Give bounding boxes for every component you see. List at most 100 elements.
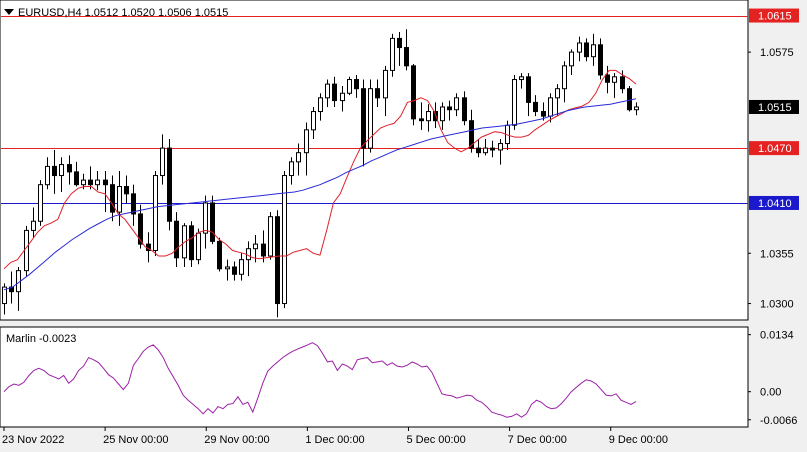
bull-candle-body [498, 143, 503, 151]
bull-candle-body [591, 44, 596, 58]
bull-candle-body [347, 79, 352, 94]
indicator-axis: 0.0134 0.00 -0.0066 [748, 330, 797, 427]
bear-candle-body [620, 76, 625, 90]
time-tick-label: 7 Dec 00:00 [508, 434, 567, 446]
bear-candle-body [490, 147, 495, 151]
bull-candle-body [296, 152, 301, 163]
bear-candle-body [52, 165, 57, 177]
bull-candle-body [289, 161, 294, 177]
bear-candle-body [584, 42, 589, 58]
time-tick-label: 29 Nov 00:00 [204, 434, 269, 446]
bull-candle-body [340, 92, 345, 102]
bull-candle-body [304, 129, 309, 154]
bull-candle-body [577, 42, 582, 53]
bull-candle-body [454, 97, 459, 111]
bear-candle-body [462, 97, 467, 122]
bull-candle-body [612, 76, 617, 83]
bull-candle-body [311, 111, 316, 131]
bear-candle-body [526, 76, 531, 103]
bull-candle-body [31, 220, 36, 231]
dropdown-triangle-icon[interactable] [4, 9, 14, 15]
level-price-tag [749, 141, 799, 156]
bear-candle-body [361, 88, 366, 149]
bear-candle-body [375, 88, 380, 99]
indicator-tick-label: -0.0066 [760, 415, 797, 427]
bull-candle-body [426, 111, 431, 122]
bear-candle-body [167, 147, 172, 222]
bear-candle-body [88, 179, 93, 186]
bull-candle-body [282, 175, 287, 305]
bull-candle-body [318, 97, 323, 113]
bear-candle-body [110, 184, 115, 213]
indicator-label: Marlin -0.0023 [6, 333, 76, 345]
bull-candle-body [59, 164, 64, 177]
current-price-label: 1.0515 [758, 102, 792, 114]
bear-candle-body [103, 179, 108, 186]
marlin-indicator-line [3, 342, 637, 418]
bear-candle-body [598, 44, 603, 76]
bear-candle-body [627, 88, 632, 111]
level-price-tag [749, 8, 799, 23]
bull-candle-body [562, 65, 567, 90]
bear-candle-body [217, 240, 222, 270]
bull-candle-body [203, 202, 208, 234]
bull-candle-body [483, 147, 488, 154]
bull-candle-body [117, 186, 122, 213]
bear-candle-body [354, 79, 359, 90]
bear-candle-body [469, 120, 474, 149]
bull-candle-body [239, 259, 244, 275]
bull-candle-body [253, 243, 258, 250]
candlesticks [2, 29, 639, 318]
bear-candle-body [210, 202, 215, 242]
bear-candle-body [397, 37, 402, 49]
bear-candle-body [124, 186, 129, 195]
bear-candle-body [189, 225, 194, 261]
bear-candle-body [447, 106, 452, 111]
time-axis: 23 Nov 2022 25 Nov 00:00 29 Nov 00:00 1 Dec… [2, 427, 668, 446]
indicator-tick-label: 0.0134 [760, 330, 794, 342]
bull-candle-body [555, 88, 560, 99]
bear-candle-body [533, 101, 538, 113]
level-price-label: 1.0470 [758, 143, 792, 155]
bear-candle-body [74, 171, 79, 186]
price-axis: 1.0575 1.0355 1.0300 1.0615 1.0470 1.0410 1.05… [748, 8, 799, 311]
price-tick-label: 1.0355 [760, 248, 794, 260]
bear-candle-body [411, 65, 416, 120]
bull-candle-body [160, 147, 165, 177]
time-tick-label: 9 Dec 00:00 [609, 434, 668, 446]
bull-candle-body [390, 37, 395, 71]
level-price-label: 1.0615 [758, 11, 792, 23]
bull-candle-body [548, 97, 553, 117]
bull-candle-body [81, 179, 86, 186]
bull-candle-body [38, 184, 43, 222]
price-tick-label: 1.0300 [760, 299, 794, 311]
bull-candle-body [569, 51, 574, 67]
bear-candle-body [275, 216, 280, 305]
bull-candle-body [383, 69, 388, 99]
current-price-tag [749, 99, 799, 114]
bear-candle-body [419, 118, 424, 122]
horizontal-levels [1, 16, 748, 204]
bear-candle-body [541, 111, 546, 117]
bear-candle-body [404, 47, 409, 67]
bull-candle-body [246, 248, 251, 261]
time-tick-label: 23 Nov 2022 [2, 434, 64, 446]
time-tick-label: 5 Dec 00:00 [406, 434, 465, 446]
bull-candle-body [519, 76, 524, 81]
fast-moving-average-line [3, 69, 637, 270]
bear-candle-body [131, 193, 136, 215]
bull-candle-body [24, 229, 29, 272]
bull-candle-body [512, 79, 517, 126]
slow-moving-average-line [3, 98, 637, 291]
bull-candle-body [45, 165, 50, 186]
bull-candle-body [95, 179, 100, 186]
bear-candle-body [476, 147, 481, 154]
bear-candle-body [67, 164, 72, 173]
bull-candle-body [368, 88, 373, 149]
bull-candle-body [153, 175, 158, 252]
bear-candle-body [174, 220, 179, 259]
bear-candle-body [261, 243, 266, 257]
indicator-panel[interactable] [0, 326, 749, 428]
time-tick-label: 25 Nov 00:00 [103, 434, 168, 446]
